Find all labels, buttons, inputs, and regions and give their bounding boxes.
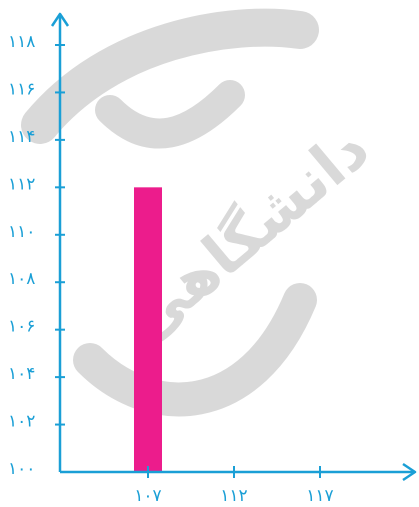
y-tick-label: ۱۱۴: [8, 127, 35, 147]
labels-layer: ۱۰۰ ۱۰۲ ۱۰۴ ۱۰۶ ۱۰۸ ۱۱۰ ۱۱۲ ۱۱۴ ۱۱۶ ۱۱۸ ۱۰۷ ۱۱۲ ۱۱۷: [8, 32, 334, 506]
bar: [134, 187, 162, 473]
y-tick-label: ۱۱۰: [8, 222, 35, 242]
y-tick-label: ۱۰۸: [8, 269, 35, 289]
y-tick-label: ۱۰۶: [8, 317, 35, 337]
y-tick-label: ۱۰۴: [8, 364, 35, 384]
y-tick-label: ۱۰۰: [8, 459, 35, 479]
y-axis-arrow: [50, 12, 70, 27]
watermark: دانشگاهی: [21, 8, 383, 417]
y-tick-label: ۱۱۶: [8, 79, 35, 99]
axes-layer: [50, 12, 417, 482]
x-axis-arrow: [402, 462, 417, 482]
watermark-stroke: [73, 283, 317, 417]
x-tick-label: ۱۰۷: [134, 486, 161, 506]
x-tick-label: ۱۱۷: [306, 486, 333, 506]
y-tick-label: ۱۱۸: [8, 32, 35, 52]
watermark-stroke: [95, 80, 245, 149]
y-tick-label: ۱۱۲: [8, 174, 35, 194]
watermark-stroke: [21, 8, 319, 144]
y-tick-label: ۱۰۲: [8, 412, 35, 432]
bars-layer: [134, 187, 162, 473]
x-tick-label: ۱۱۲: [220, 486, 247, 506]
